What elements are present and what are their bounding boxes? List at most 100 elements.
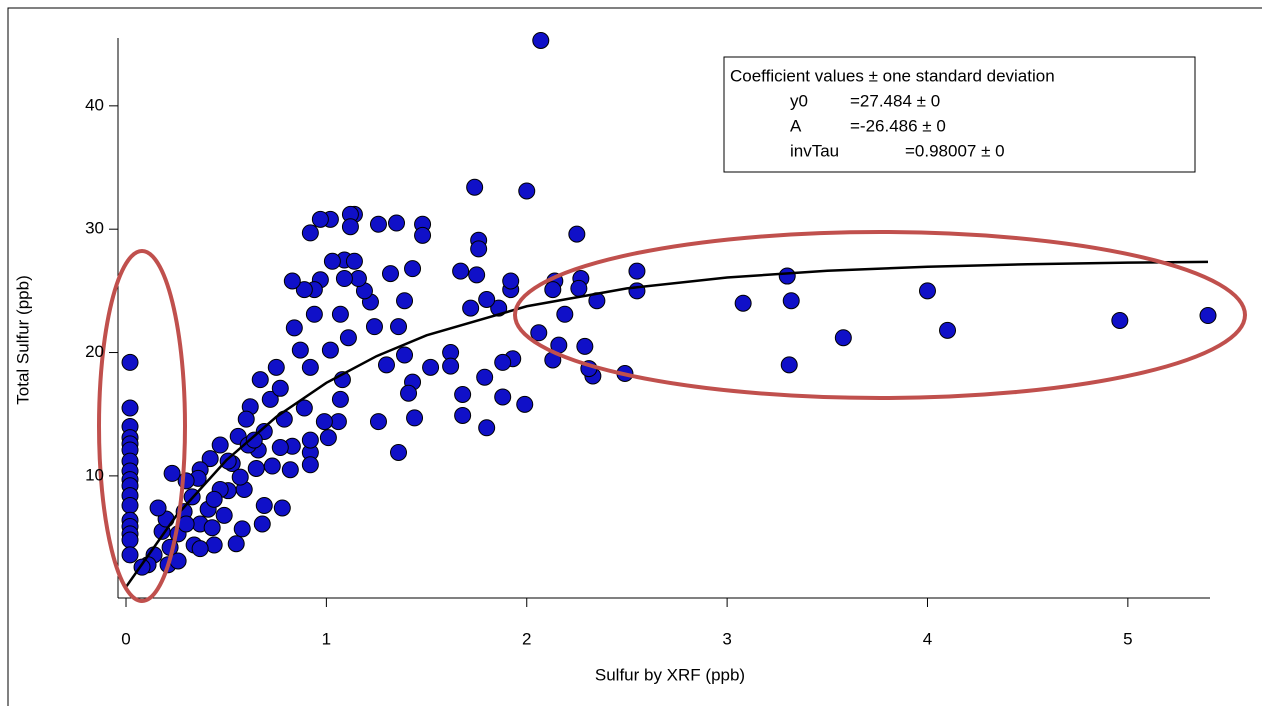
annotation-title: Coefficient values ± one standard deviat… — [730, 66, 1055, 85]
x-tick-label: 3 — [722, 629, 731, 648]
scatter-point — [734, 294, 752, 312]
scatter-point — [121, 353, 139, 371]
x-tick-label: 2 — [522, 629, 531, 648]
scatter-point — [404, 260, 422, 278]
scatter-point — [261, 390, 279, 408]
scatter-point — [396, 346, 414, 364]
scatter-point — [502, 272, 520, 290]
scatter-point — [442, 357, 460, 375]
scatter-point — [454, 406, 472, 424]
scatter-point — [311, 210, 329, 228]
scatter-point — [516, 395, 534, 413]
scatter-point — [205, 536, 223, 554]
scatter-point — [121, 531, 139, 549]
scatter-point — [281, 461, 299, 479]
scatter-point — [319, 429, 337, 447]
scatter-point — [381, 265, 399, 283]
scatter-point — [406, 409, 424, 427]
scatter-point — [331, 390, 349, 408]
y-axis-title: Total Sulfur (ppb) — [13, 275, 32, 404]
scatter-point — [253, 515, 271, 533]
scatter-point — [315, 413, 333, 431]
annotation-param: invTau — [790, 141, 839, 160]
scatter-point — [939, 321, 957, 339]
highlight-ellipse — [97, 249, 187, 603]
scatter-point — [227, 535, 245, 553]
scatter-point — [476, 368, 494, 386]
scatter-point — [211, 436, 229, 454]
scatter-point — [1199, 307, 1217, 325]
scatter-point — [388, 214, 406, 232]
scatter-point — [414, 226, 432, 244]
scatter-point — [782, 292, 800, 310]
scatter-point — [149, 499, 167, 517]
scatter-point — [834, 329, 852, 347]
scatter-point — [285, 319, 303, 337]
scatter-point — [570, 279, 588, 297]
scatter-point — [275, 410, 293, 428]
scatter-point — [301, 358, 319, 376]
scatter-point — [231, 468, 249, 486]
scatter-point — [263, 457, 281, 475]
scatter-point — [470, 240, 488, 258]
scatter-point — [335, 270, 353, 288]
scatter-point — [778, 267, 796, 285]
scatter-point — [237, 410, 255, 428]
scatter-point — [568, 225, 586, 243]
scatter-point — [271, 379, 289, 397]
highlight-ellipse — [513, 230, 1247, 400]
scatter-point — [163, 464, 181, 482]
scatter-point — [468, 266, 486, 284]
scatter-point — [780, 356, 798, 374]
scatter-point — [396, 292, 414, 310]
scatter-point — [452, 262, 470, 280]
scatter-point — [291, 341, 309, 359]
scatter-point — [478, 419, 496, 437]
scatter-point — [462, 299, 480, 317]
scatter-point — [295, 281, 313, 299]
scatter-point — [341, 218, 359, 236]
scatter-point — [121, 546, 139, 564]
scatter-point — [121, 399, 139, 417]
y-tick-label: 20 — [85, 342, 104, 361]
y-tick-label: 40 — [85, 95, 104, 114]
y-tick-label: 30 — [85, 219, 104, 238]
scatter-point — [466, 178, 484, 196]
scatter-point — [247, 459, 265, 477]
plot-area — [121, 31, 1217, 588]
scatter-point — [305, 305, 323, 323]
scatter-point — [494, 388, 512, 406]
x-tick-label: 5 — [1123, 629, 1132, 648]
annotation-value: =0.98007 ± 0 — [905, 141, 1005, 160]
scatter-point — [271, 439, 289, 457]
annotation-value: =27.484 ± 0 — [850, 91, 940, 110]
scatter-point — [251, 371, 269, 389]
y-tick-label: 10 — [85, 465, 104, 484]
scatter-point — [345, 252, 363, 270]
scatter-point — [390, 443, 408, 461]
scatter-point — [301, 431, 319, 449]
annotation-value: =-26.486 ± 0 — [850, 116, 946, 135]
scatter-point — [273, 499, 291, 517]
scatter-point — [233, 520, 251, 538]
scatter-point — [918, 282, 936, 300]
scatter-point — [255, 496, 273, 514]
scatter-point — [628, 282, 646, 300]
scatter-point — [494, 353, 512, 371]
scatter-point — [390, 318, 408, 336]
scatter-point — [1111, 311, 1129, 329]
scatter-point — [323, 252, 341, 270]
annotation-param: y0 — [790, 91, 808, 110]
frame — [7, 7, 1262, 706]
scatter-point — [295, 399, 313, 417]
scatter-point — [267, 358, 285, 376]
scatter-point — [628, 262, 646, 280]
scatter-point — [331, 305, 349, 323]
scatter-point — [205, 490, 223, 508]
scatter-point — [544, 281, 562, 299]
scatter-point — [422, 358, 440, 376]
scatter-point — [530, 324, 548, 342]
scatter-point — [201, 450, 219, 468]
